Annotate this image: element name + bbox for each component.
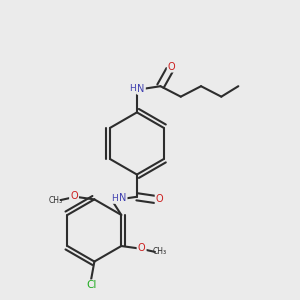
- Text: O: O: [156, 194, 163, 204]
- Text: H: H: [112, 194, 118, 203]
- Text: O: O: [70, 191, 78, 201]
- Text: CH₃: CH₃: [153, 248, 167, 256]
- Text: O: O: [168, 61, 176, 72]
- Text: O: O: [70, 191, 78, 201]
- Text: O: O: [138, 243, 146, 253]
- Text: N: N: [137, 84, 145, 94]
- Text: N: N: [119, 194, 127, 203]
- Text: Cl: Cl: [86, 280, 96, 290]
- Text: CH₃: CH₃: [49, 196, 63, 205]
- Text: O: O: [138, 243, 146, 253]
- Text: H: H: [129, 84, 136, 93]
